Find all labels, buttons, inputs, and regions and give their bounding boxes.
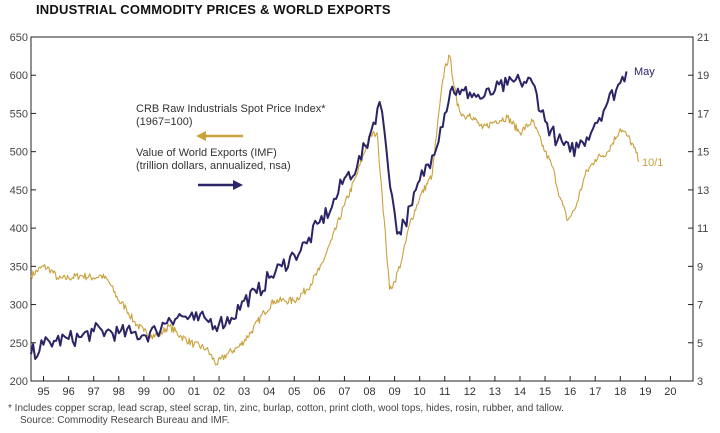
legend: CRB Raw Industrials Spot Price Index* (1… (136, 103, 326, 190)
x-axis-tick-label: 18 (614, 386, 626, 398)
x-axis-tick-label: 98 (113, 386, 125, 398)
x-axis-tick-label: 06 (313, 386, 325, 398)
legend-crb-arrow-head (196, 131, 206, 141)
left-axis-tick-label: 400 (10, 223, 28, 235)
x-axis-tick-label: 19 (639, 386, 651, 398)
left-axis-tick-label: 250 (10, 338, 28, 350)
x-axis-tick-label: 97 (88, 386, 100, 398)
x-axis-tick-label: 96 (62, 386, 74, 398)
exports-series-line (30, 71, 628, 360)
right-axis-tick-label: 17 (697, 108, 709, 120)
x-axis-tick-label: 99 (138, 386, 150, 398)
crb-series-line (30, 54, 640, 366)
x-axis-tick-label: 11 (439, 386, 450, 398)
right-axis-tick-label: 13 (697, 185, 709, 197)
left-axis-tick-label: 550 (10, 108, 28, 120)
x-axis-tick-label: 13 (489, 386, 501, 398)
x-axis-tick-label: 00 (163, 386, 175, 398)
legend-exports-label-line2: (trillion dollars, annualized, nsa) (136, 160, 291, 172)
left-axis-tick-label: 650 (10, 32, 28, 44)
x-axis-tick-label: 03 (238, 386, 250, 398)
right-axis-tick-label: 7 (697, 300, 703, 312)
series-layer (30, 54, 640, 366)
right-axis-tick-label: 11 (697, 223, 708, 235)
x-axis-tick-label: 08 (363, 386, 375, 398)
right-axis-tick-label: 21 (697, 32, 709, 44)
x-axis-tick-label: 14 (514, 386, 526, 398)
left-axis-tick-label: 600 (10, 70, 28, 82)
x-axis-tick-label: 95 (37, 386, 49, 398)
x-axis-tick-label: 02 (213, 386, 225, 398)
x-axis-tick-label: 04 (263, 386, 275, 398)
left-axis-tick-label: 200 (10, 376, 28, 388)
right-axis-tick-label: 9 (697, 261, 703, 273)
legend-crb-arrow (196, 131, 243, 141)
x-axis-tick-label: 09 (388, 386, 400, 398)
left-axis-tick-label: 500 (10, 147, 28, 159)
x-axis-tick-label: 10 (414, 386, 426, 398)
legend-exports-arrow (198, 180, 243, 190)
plot-frame (30, 36, 694, 382)
right-axis-tick-label: 3 (697, 376, 703, 388)
right-axis-tick-label: 5 (697, 338, 703, 350)
chart-canvas: 200 250 300 350 400 450 500 550 600 650 3 5 7 9 11 13 15… (10, 32, 710, 398)
axes: 200 250 300 350 400 450 500 550 600 650 3 5 7 9 11 13 15… (10, 32, 710, 398)
footnote-line-2: Source: Commodity Research Bureau and IM… (20, 415, 230, 426)
x-axis-tick-label: 15 (539, 386, 551, 398)
legend-exports-arrow-head (233, 180, 243, 190)
right-axis-tick-label: 19 (697, 70, 709, 82)
left-axis-tick-label: 450 (10, 185, 28, 197)
x-axis-tick-label: 20 (664, 386, 676, 398)
x-axis-tick-label: 16 (564, 386, 576, 398)
left-axis-tick-label: 350 (10, 261, 28, 273)
footnote: * Includes copper scrap, lead scrap, ste… (8, 403, 564, 427)
left-axis-tick-label: 300 (10, 300, 28, 312)
x-axis-tick-label: 07 (338, 386, 350, 398)
x-axis-tick-label: 05 (288, 386, 300, 398)
footnote-line-1: * Includes copper scrap, lead scrap, ste… (8, 403, 564, 414)
crb-end-label: 10/1 (642, 157, 663, 169)
legend-crb-label-line1: CRB Raw Industrials Spot Price Index* (136, 103, 326, 115)
x-axis-tick-label: 17 (589, 386, 601, 398)
exports-end-label: May (634, 66, 655, 78)
chart-title: INDUSTRIAL COMMODITY PRICES & WORLD EXPO… (36, 2, 391, 17)
right-axis-tick-label: 15 (697, 147, 709, 159)
x-axis-tick-label: 12 (464, 386, 476, 398)
x-axis-tick-label: 01 (188, 386, 200, 398)
legend-crb-label-line2: (1967=100) (136, 116, 193, 128)
legend-exports-label-line1: Value of World Exports (IMF) (136, 147, 277, 159)
